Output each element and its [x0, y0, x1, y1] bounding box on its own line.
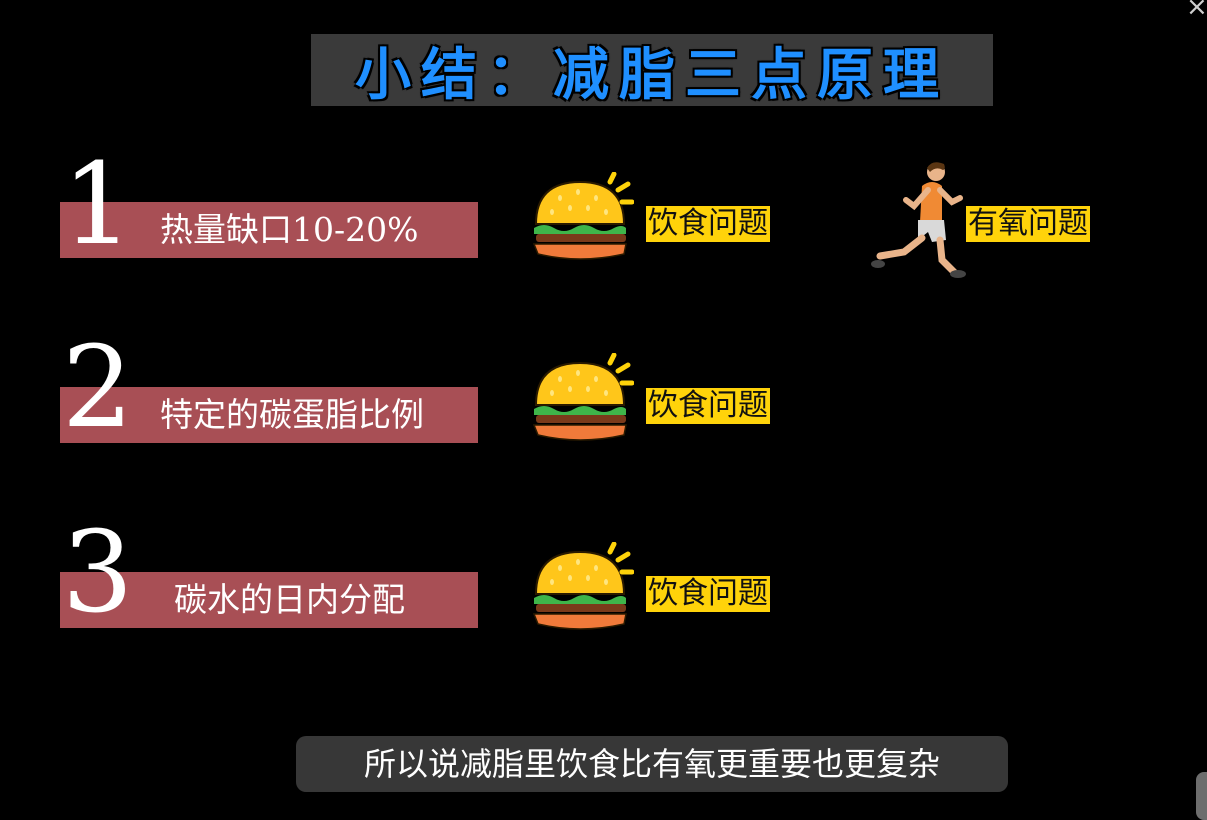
row-2-number: 2 — [62, 323, 134, 453]
title-banner: 小结：减脂三点原理 — [311, 34, 993, 108]
row-2-diet-tag: 饮食问题 — [646, 388, 770, 424]
row-1-bar — [60, 202, 478, 258]
burger-icon — [532, 353, 634, 441]
burger-icon — [532, 542, 634, 630]
close-icon[interactable]: × — [1186, 0, 1207, 22]
burger-icon — [532, 172, 634, 260]
page-title: 小结：减脂三点原理 — [355, 42, 949, 108]
row-1-diet-tag: 饮食问题 — [646, 206, 770, 242]
cardio-tag: 有氧问题 — [966, 206, 1090, 242]
running-man-icon — [871, 162, 966, 278]
row-3-number: 3 — [62, 508, 134, 638]
subtitle-caption: 所以说减脂里饮食比有氧更重要也更复杂 — [296, 736, 1008, 792]
row-1-number: 1 — [62, 140, 134, 270]
edge-handle — [1196, 772, 1207, 820]
row-1-label: 热量缺口10-20% — [160, 210, 419, 249]
row-2-label: 特定的碳蛋脂比例 — [160, 395, 424, 434]
row-3-bar — [60, 572, 478, 628]
row-2-bar — [60, 387, 478, 443]
row-3-label: 碳水的日内分配 — [174, 580, 405, 619]
row-3-diet-tag: 饮食问题 — [646, 576, 770, 612]
